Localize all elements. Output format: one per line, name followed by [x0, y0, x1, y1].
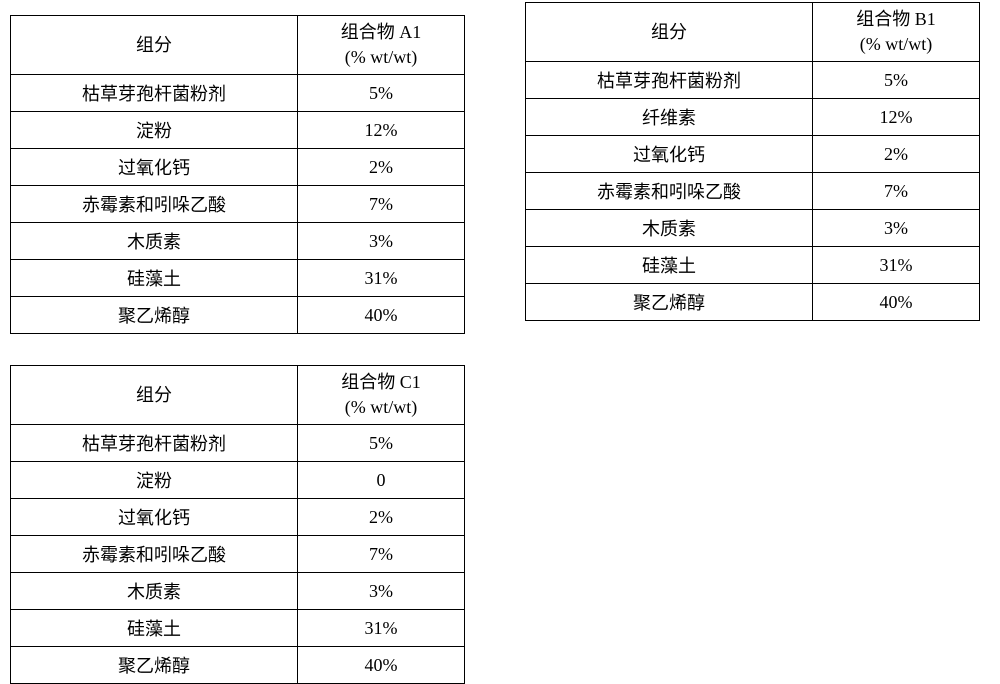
value-cell: 7%	[298, 536, 465, 573]
header-value-line2: (% wt/wt)	[345, 397, 417, 417]
table-row: 木质素3%	[526, 210, 980, 247]
table-row: 淀粉0	[11, 462, 465, 499]
component-cell: 木质素	[11, 223, 298, 260]
header-component: 组分	[526, 3, 813, 62]
value-cell: 2%	[813, 136, 980, 173]
table-a1: 组分 组合物 A1 (% wt/wt) 枯草芽孢杆菌粉剂5%淀粉12%过氧化钙2…	[10, 15, 465, 334]
table-row: 木质素3%	[11, 223, 465, 260]
value-cell: 31%	[298, 610, 465, 647]
table-row: 纤维素12%	[526, 99, 980, 136]
composition-table-c1: 组分 组合物 C1 (% wt/wt) 枯草芽孢杆菌粉剂5%淀粉0过氧化钙2%赤…	[10, 365, 465, 684]
header-component: 组分	[11, 366, 298, 425]
table-row: 聚乙烯醇40%	[11, 297, 465, 334]
header-value: 组合物 A1 (% wt/wt)	[298, 16, 465, 75]
value-cell: 12%	[298, 112, 465, 149]
value-cell: 3%	[813, 210, 980, 247]
table-row: 枯草芽孢杆菌粉剂5%	[11, 75, 465, 112]
table-c1: 组分 组合物 C1 (% wt/wt) 枯草芽孢杆菌粉剂5%淀粉0过氧化钙2%赤…	[10, 365, 465, 684]
component-cell: 赤霉素和吲哚乙酸	[11, 536, 298, 573]
composition-table-a1: 组分 组合物 A1 (% wt/wt) 枯草芽孢杆菌粉剂5%淀粉12%过氧化钙2…	[10, 15, 465, 334]
header-value: 组合物 B1 (% wt/wt)	[813, 3, 980, 62]
component-cell: 赤霉素和吲哚乙酸	[526, 173, 813, 210]
component-cell: 木质素	[11, 573, 298, 610]
component-cell: 聚乙烯醇	[526, 284, 813, 321]
value-cell: 7%	[298, 186, 465, 223]
component-cell: 过氧化钙	[11, 149, 298, 186]
table-row: 赤霉素和吲哚乙酸7%	[526, 173, 980, 210]
component-cell: 聚乙烯醇	[11, 297, 298, 334]
table-row: 枯草芽孢杆菌粉剂5%	[526, 62, 980, 99]
component-cell: 硅藻土	[11, 610, 298, 647]
component-cell: 枯草芽孢杆菌粉剂	[11, 75, 298, 112]
value-cell: 2%	[298, 499, 465, 536]
value-cell: 3%	[298, 223, 465, 260]
table-row: 硅藻土31%	[11, 610, 465, 647]
table-row: 赤霉素和吲哚乙酸7%	[11, 536, 465, 573]
component-cell: 木质素	[526, 210, 813, 247]
value-cell: 5%	[298, 425, 465, 462]
table-row: 赤霉素和吲哚乙酸7%	[11, 186, 465, 223]
header-value-line2: (% wt/wt)	[345, 47, 417, 67]
value-cell: 31%	[813, 247, 980, 284]
table-row: 木质素3%	[11, 573, 465, 610]
table-row: 淀粉12%	[11, 112, 465, 149]
component-cell: 枯草芽孢杆菌粉剂	[526, 62, 813, 99]
component-cell: 枯草芽孢杆菌粉剂	[11, 425, 298, 462]
table-row: 枯草芽孢杆菌粉剂5%	[11, 425, 465, 462]
value-cell: 40%	[298, 297, 465, 334]
header-value-line1: 组合物 B1	[856, 9, 936, 29]
value-cell: 5%	[298, 75, 465, 112]
component-cell: 赤霉素和吲哚乙酸	[11, 186, 298, 223]
value-cell: 3%	[298, 573, 465, 610]
value-cell: 5%	[813, 62, 980, 99]
component-cell: 硅藻土	[526, 247, 813, 284]
component-cell: 淀粉	[11, 462, 298, 499]
component-cell: 淀粉	[11, 112, 298, 149]
table-row: 过氧化钙2%	[11, 499, 465, 536]
table-b1: 组分 组合物 B1 (% wt/wt) 枯草芽孢杆菌粉剂5%纤维素12%过氧化钙…	[525, 2, 980, 321]
table-header-row: 组分 组合物 C1 (% wt/wt)	[11, 366, 465, 425]
value-cell: 12%	[813, 99, 980, 136]
component-cell: 聚乙烯醇	[11, 647, 298, 684]
table-row: 过氧化钙2%	[11, 149, 465, 186]
value-cell: 2%	[298, 149, 465, 186]
value-cell: 7%	[813, 173, 980, 210]
component-cell: 过氧化钙	[526, 136, 813, 173]
header-value-line1: 组合物 A1	[341, 22, 422, 42]
header-value: 组合物 C1 (% wt/wt)	[298, 366, 465, 425]
header-value-line1: 组合物 C1	[341, 372, 421, 392]
component-cell: 硅藻土	[11, 260, 298, 297]
component-cell: 过氧化钙	[11, 499, 298, 536]
composition-table-b1: 组分 组合物 B1 (% wt/wt) 枯草芽孢杆菌粉剂5%纤维素12%过氧化钙…	[525, 2, 980, 321]
header-value-line2: (% wt/wt)	[860, 34, 932, 54]
table-header-row: 组分 组合物 A1 (% wt/wt)	[11, 16, 465, 75]
table-header-row: 组分 组合物 B1 (% wt/wt)	[526, 3, 980, 62]
table-row: 聚乙烯醇40%	[526, 284, 980, 321]
value-cell: 31%	[298, 260, 465, 297]
value-cell: 0	[298, 462, 465, 499]
table-row: 过氧化钙2%	[526, 136, 980, 173]
table-row: 硅藻土31%	[526, 247, 980, 284]
table-row: 聚乙烯醇40%	[11, 647, 465, 684]
component-cell: 纤维素	[526, 99, 813, 136]
table-row: 硅藻土31%	[11, 260, 465, 297]
value-cell: 40%	[298, 647, 465, 684]
value-cell: 40%	[813, 284, 980, 321]
header-component: 组分	[11, 16, 298, 75]
